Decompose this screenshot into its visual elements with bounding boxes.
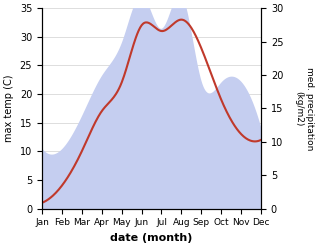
- Y-axis label: max temp (C): max temp (C): [4, 75, 14, 142]
- Y-axis label: med. precipitation
(kg/m2): med. precipitation (kg/m2): [294, 67, 314, 150]
- X-axis label: date (month): date (month): [110, 233, 193, 243]
